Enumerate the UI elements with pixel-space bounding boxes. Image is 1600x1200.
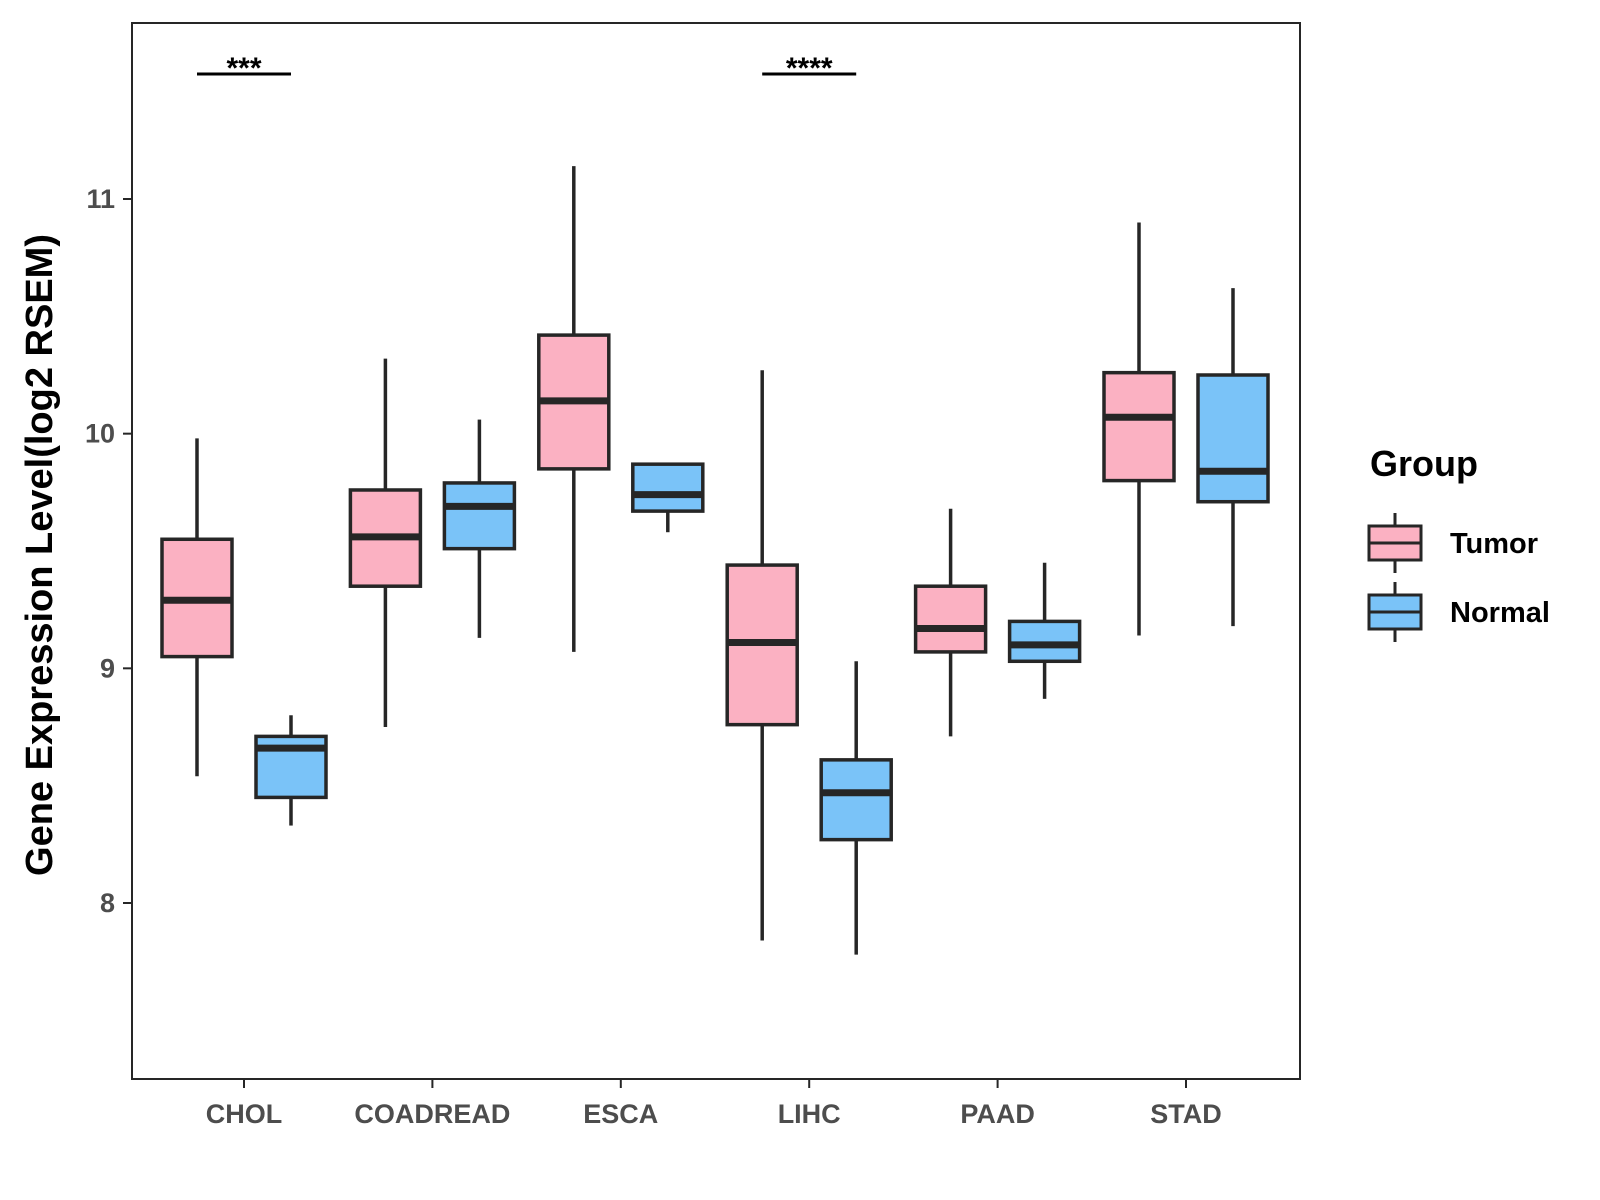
iqr-box bbox=[1196, 373, 1270, 504]
x-tick-label-coadread: COADREAD bbox=[354, 1099, 510, 1129]
legend-key bbox=[1367, 513, 1423, 573]
y-tick-label: 10 bbox=[85, 419, 115, 449]
iqr-box bbox=[1007, 619, 1082, 664]
box-coadread-normal bbox=[442, 419, 517, 638]
x-tick-label-stad: STAD bbox=[1150, 1099, 1222, 1129]
significance-label: **** bbox=[786, 52, 833, 85]
legend-key bbox=[1367, 582, 1423, 642]
plot-frame bbox=[131, 22, 1301, 1080]
legend: Group Tumor Normal bbox=[1367, 443, 1550, 642]
box-stad-normal bbox=[1196, 288, 1270, 627]
box-esca-tumor bbox=[537, 166, 611, 652]
box-esca-normal bbox=[631, 462, 705, 533]
plot-area: *** **** bbox=[160, 52, 1270, 955]
iqr-box bbox=[442, 481, 517, 551]
legend-label: Normal bbox=[1450, 597, 1550, 629]
x-tick-label-lihc: LIHC bbox=[778, 1099, 841, 1129]
legend-item-normal: Normal bbox=[1367, 582, 1550, 642]
box-stad-tumor bbox=[1102, 222, 1176, 636]
y-tick-label: 11 bbox=[86, 184, 115, 214]
significance-lihc: **** bbox=[762, 52, 857, 85]
box-lihc-tumor bbox=[725, 370, 799, 941]
box-chol-normal bbox=[254, 715, 328, 826]
y-tick-label: 9 bbox=[100, 653, 115, 683]
box-paad-tumor bbox=[913, 508, 988, 737]
iqr-box bbox=[913, 584, 988, 654]
box-coadread-tumor bbox=[348, 358, 423, 727]
x-tick-label-chol: CHOL bbox=[206, 1099, 283, 1129]
legend-title: Group bbox=[1370, 443, 1478, 484]
y-axis-title: Gene Expression Level(log2 RSEM) bbox=[19, 234, 61, 876]
iqr-box bbox=[1102, 370, 1176, 483]
significance-chol: *** bbox=[197, 52, 291, 85]
legend-item-tumor: Tumor bbox=[1367, 513, 1538, 573]
box-lihc-normal bbox=[819, 661, 893, 955]
significance-label: *** bbox=[226, 52, 261, 85]
axes: 8 9 10 11 CHOL COADREAD ESCA LIHC PAAD STAD bbox=[85, 22, 1301, 1129]
x-tick-label-esca: ESCA bbox=[583, 1099, 658, 1129]
iqr-box bbox=[631, 462, 705, 513]
box-chol-tumor bbox=[160, 438, 234, 777]
legend-label: Tumor bbox=[1450, 528, 1538, 560]
y-tick-label: 8 bbox=[100, 888, 115, 918]
x-tick-label-paad: PAAD bbox=[960, 1099, 1035, 1129]
iqr-box bbox=[819, 758, 893, 842]
box-paad-normal bbox=[1007, 562, 1082, 699]
